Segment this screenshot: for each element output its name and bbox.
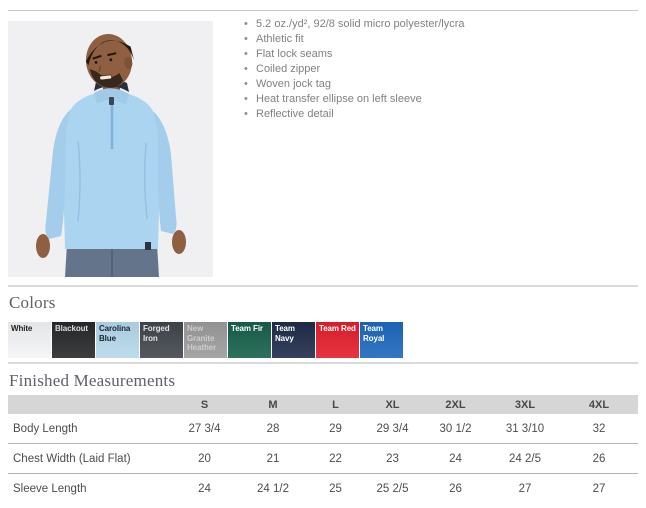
cell: 21 bbox=[239, 443, 307, 474]
cell: 29 3/4 bbox=[376, 422, 409, 435]
feature-item: Athletic fit bbox=[244, 32, 464, 47]
cell: 28 bbox=[266, 422, 280, 435]
color-swatch-white[interactable]: White bbox=[8, 322, 51, 358]
feature-item: Flat lock seams bbox=[244, 47, 464, 62]
color-swatch-carolina-blue[interactable]: Carolina Blue bbox=[96, 322, 139, 358]
cell: 32 bbox=[592, 422, 606, 435]
row-label: Body Length bbox=[13, 422, 78, 435]
measurements-section-divider bbox=[8, 362, 638, 364]
size-header-xl: XL bbox=[364, 395, 421, 414]
model-quarter-zip-illustration bbox=[8, 21, 213, 277]
cell: 24 1/2 bbox=[239, 473, 307, 503]
size-header-4xl: 4XL bbox=[560, 395, 638, 414]
feature-item: Heat transfer ellipse on left sleeve bbox=[244, 92, 464, 107]
cell: 25 2/5 bbox=[364, 473, 421, 503]
cell: 31 3/10 bbox=[505, 422, 545, 435]
top-divider bbox=[8, 10, 638, 11]
cell: 22 bbox=[307, 443, 364, 474]
measurements-table: S M L XL 2XL 3XL 4XL Body Length 27 3/4 … bbox=[8, 395, 638, 503]
measurements-heading: Finished Measurements bbox=[9, 371, 176, 390]
size-header-l: L bbox=[307, 395, 364, 414]
cell: 27 bbox=[560, 473, 638, 503]
cell: 27 3/4 bbox=[188, 422, 221, 435]
colors-heading: Colors bbox=[9, 293, 56, 312]
colors-section-divider bbox=[8, 285, 638, 287]
size-header-empty bbox=[8, 395, 170, 414]
size-header-s: S bbox=[170, 395, 239, 414]
cell: 24 bbox=[170, 473, 239, 503]
cell: 20 bbox=[170, 443, 239, 474]
color-swatch-team-navy[interactable]: Team Navy bbox=[272, 322, 315, 358]
size-header-3xl: 3XL bbox=[490, 395, 560, 414]
color-swatch-team-royal[interactable]: Team Royal bbox=[360, 322, 403, 358]
feature-item: Woven jock tag bbox=[244, 77, 464, 92]
feature-list: 5.2 oz./yd², 92/8 solid micro polyester/… bbox=[243, 17, 465, 122]
cell: 23 bbox=[364, 443, 421, 474]
product-photo bbox=[8, 21, 213, 277]
color-swatch-team-red[interactable]: Team Red bbox=[316, 322, 359, 358]
size-header-row: S M L XL 2XL 3XL 4XL bbox=[8, 395, 638, 414]
cell: 26 bbox=[421, 473, 490, 503]
cell: 24 2/5 bbox=[490, 443, 560, 474]
cell: 24 bbox=[421, 443, 490, 474]
cell: 29 bbox=[329, 422, 342, 435]
color-swatch-new-granite-heather[interactable]: New Granite Heather bbox=[184, 322, 227, 358]
color-swatch-team-fir[interactable]: Team Fir bbox=[228, 322, 271, 358]
cell: 26 bbox=[560, 443, 638, 474]
cell: 27 bbox=[490, 473, 560, 503]
color-swatch-blackout[interactable]: Blackout bbox=[52, 322, 95, 358]
table-row-sleeve-length: Sleeve Length 24 24 1/2 25 25 2/5 26 27 … bbox=[8, 473, 638, 503]
color-swatch-forged-iron[interactable]: Forged Iron bbox=[140, 322, 183, 358]
row-label: Sleeve Length bbox=[8, 473, 170, 503]
cell: 25 bbox=[307, 473, 364, 503]
feature-item: Coiled zipper bbox=[244, 62, 464, 77]
size-header-m: M bbox=[239, 395, 307, 414]
row-label: Chest Width (Laid Flat) bbox=[8, 443, 170, 474]
table-row-chest-width: Chest Width (Laid Flat) 20 21 22 23 24 2… bbox=[8, 443, 638, 474]
cell: 30 1/2 bbox=[439, 422, 472, 435]
feature-item: Reflective detail bbox=[244, 107, 464, 122]
table-row-body-length: Body Length 27 3/4 28 29 29 3/4 30 1/2 3… bbox=[8, 414, 638, 444]
size-header-2xl: 2XL bbox=[421, 395, 490, 414]
color-swatch-row: White Blackout Carolina Blue Forged Iron… bbox=[8, 322, 403, 358]
feature-item: 5.2 oz./yd², 92/8 solid micro polyester/… bbox=[244, 17, 465, 32]
